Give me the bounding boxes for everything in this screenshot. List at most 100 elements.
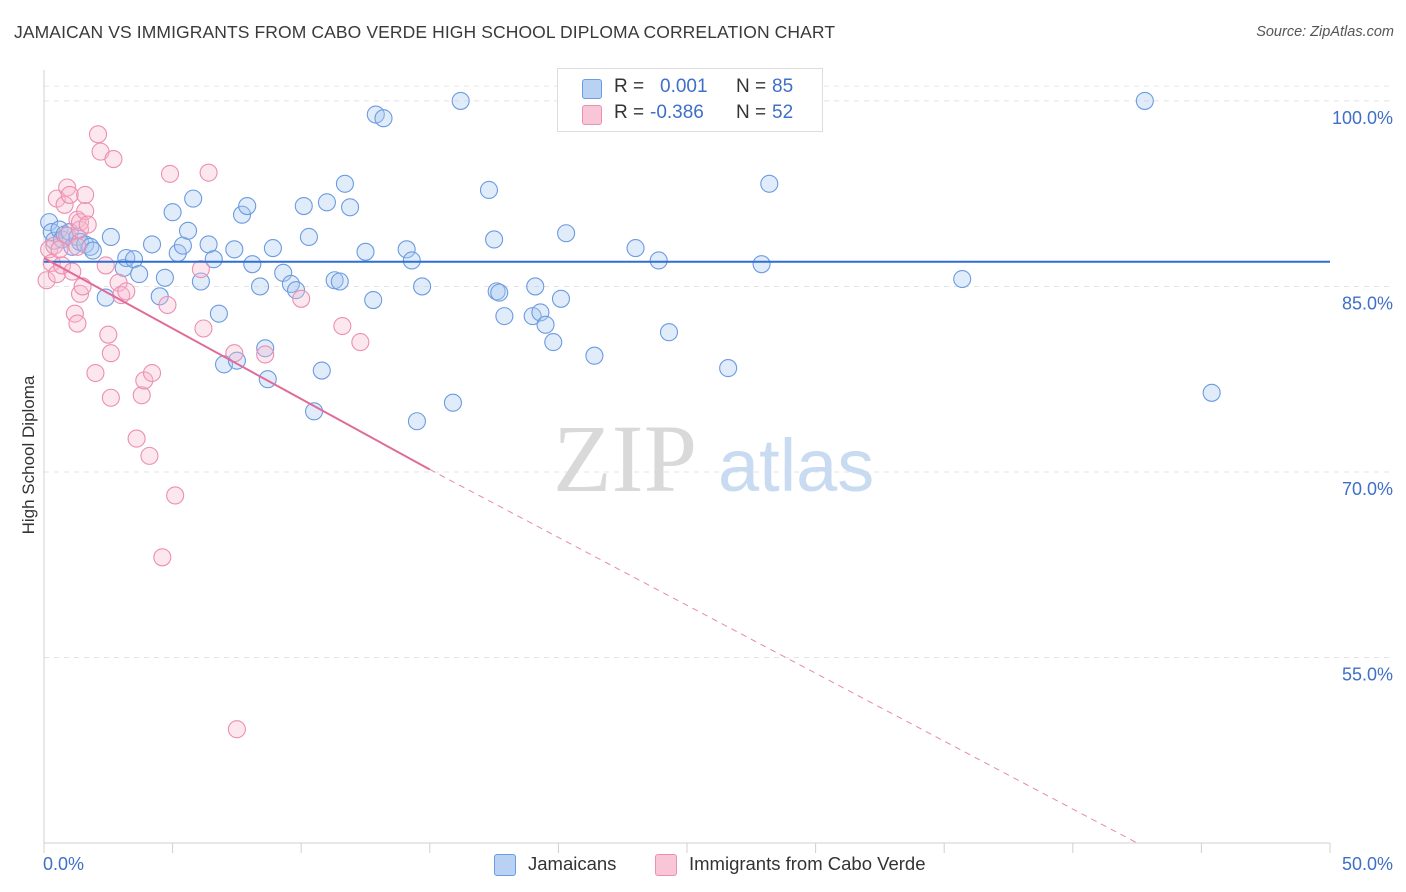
jamaican-point <box>495 307 514 326</box>
jamaican-point <box>163 203 182 222</box>
jamaican-point <box>335 174 354 193</box>
cabo-verde-point <box>132 386 151 405</box>
cabo-verde-point <box>76 201 95 221</box>
cabo-verde-point <box>227 720 246 739</box>
jamaican-point <box>142 235 162 254</box>
legend-r-value-cabo-verde: -0.386 <box>650 102 704 123</box>
jamaican-point <box>402 251 421 270</box>
zipatlas-watermark: ZIP atlas <box>553 405 874 512</box>
jamaican-point <box>232 205 252 224</box>
legend-n-label: N = <box>736 76 767 97</box>
cabo-verde-point <box>333 316 352 336</box>
cabo-verde-point <box>101 344 120 363</box>
cabo-verde-point <box>60 185 79 204</box>
legend-r-label: R = <box>614 76 645 97</box>
jamaican-point <box>243 255 262 274</box>
y-axis-label: High School Diploma <box>19 375 38 534</box>
y-tick-label: 85.0% <box>1342 293 1393 313</box>
cabo-verde-point <box>135 371 154 390</box>
bottom-legend-swatch-cabo-verde <box>655 854 677 876</box>
cabo-verde-point <box>191 260 210 279</box>
y-tick-label: 55.0% <box>1342 664 1393 684</box>
cabo-verde-point <box>76 185 95 204</box>
jamaican-point <box>544 333 563 352</box>
y-tick-label: 100.0% <box>1332 108 1393 128</box>
cabo-verde-point <box>96 256 115 275</box>
source-credit: Source: ZipAtlas.com <box>1256 24 1394 40</box>
legend-r-label: R = <box>614 102 645 123</box>
jamaican-point <box>649 251 668 270</box>
cabo-verde-point <box>104 149 123 169</box>
jamaican-point <box>536 315 555 334</box>
jamaican-point <box>294 196 313 216</box>
jamaican-point <box>330 272 349 291</box>
jamaican-point <box>374 109 393 128</box>
bottom-legend-swatch-jamaicans <box>494 854 516 876</box>
jamaican-point <box>443 393 462 412</box>
watermark-zip: ZIP <box>553 405 697 512</box>
cabo-verde-trend-extension <box>429 469 1138 844</box>
legend-n-label: N = <box>736 102 767 123</box>
jamaican-point <box>317 193 336 212</box>
jamaican-point <box>83 241 102 260</box>
jamaican-point <box>209 304 228 323</box>
legend-n-value-cabo-verde: 52 <box>772 102 794 123</box>
jamaican-point <box>626 239 645 258</box>
cabo-verde-point <box>351 333 370 352</box>
cabo-verde-point <box>99 325 118 344</box>
jamaican-point <box>364 290 383 310</box>
cabo-verde-point <box>70 284 90 303</box>
jamaican-point <box>760 174 779 193</box>
bottom-legend-label-jamaicans: Jamaicans <box>528 853 617 874</box>
cabo-verde-point <box>194 319 213 338</box>
cabo-verde-point <box>127 429 146 448</box>
jamaican-point <box>101 227 120 247</box>
cabo-verde-point <box>158 295 177 315</box>
jamaican-point <box>258 370 277 389</box>
jamaican-point <box>204 250 223 269</box>
jamaican-point <box>130 265 149 284</box>
legend-swatch-jamaicans <box>582 79 602 99</box>
jamaican-point <box>256 339 275 358</box>
legend-r-value-jamaicans: 0.001 <box>660 76 708 97</box>
cabo-verde-point <box>78 215 97 234</box>
bottom-legend-label-cabo-verde: Immigrants from Cabo Verde <box>689 853 926 874</box>
x-tick-label: 0.0% <box>43 854 84 874</box>
jamaican-point <box>312 361 331 380</box>
jamaican-point <box>551 289 571 308</box>
jamaican-point <box>451 91 470 110</box>
jamaican-point <box>227 351 246 370</box>
jamaican-point <box>485 230 504 249</box>
jamaican-point <box>341 198 360 217</box>
jamaican-point <box>659 323 679 342</box>
chart-title: JAMAICAN VS IMMIGRANTS FROM CABO VERDE H… <box>14 22 836 42</box>
cabo-verde-point <box>86 363 105 383</box>
cabo-verde-point <box>68 237 87 256</box>
cabo-verde-point <box>199 163 218 182</box>
jamaican-point <box>184 189 203 208</box>
jamaican-point <box>407 412 426 431</box>
y-tick-label: 70.0% <box>1342 479 1393 499</box>
legend-n-value-jamaicans: 85 <box>772 76 794 97</box>
cabo-verde-point <box>101 388 120 407</box>
cabo-verde-point <box>292 289 311 308</box>
cabo-verde-point <box>153 548 172 567</box>
cabo-verde-point <box>166 486 185 505</box>
x-tick-label: 50.0% <box>1342 854 1393 874</box>
jamaican-point <box>719 359 738 378</box>
jamaican-point <box>263 239 282 258</box>
jamaican-point <box>413 277 432 296</box>
cabo-verde-point <box>88 125 108 144</box>
jamaican-point <box>238 196 257 216</box>
cabo-verde-point <box>55 195 74 214</box>
cabo-verde-point <box>142 363 162 383</box>
jamaican-point <box>250 277 270 296</box>
jamaican-point <box>585 346 604 365</box>
jamaican-point <box>1202 383 1221 402</box>
jamaican-point <box>155 268 174 287</box>
cabo-verde-point <box>160 164 180 183</box>
cabo-verde-point <box>256 345 275 364</box>
cabo-verde-point <box>73 277 92 296</box>
cabo-verde-trend-line <box>43 257 431 471</box>
cabo-verde-point <box>58 178 77 197</box>
